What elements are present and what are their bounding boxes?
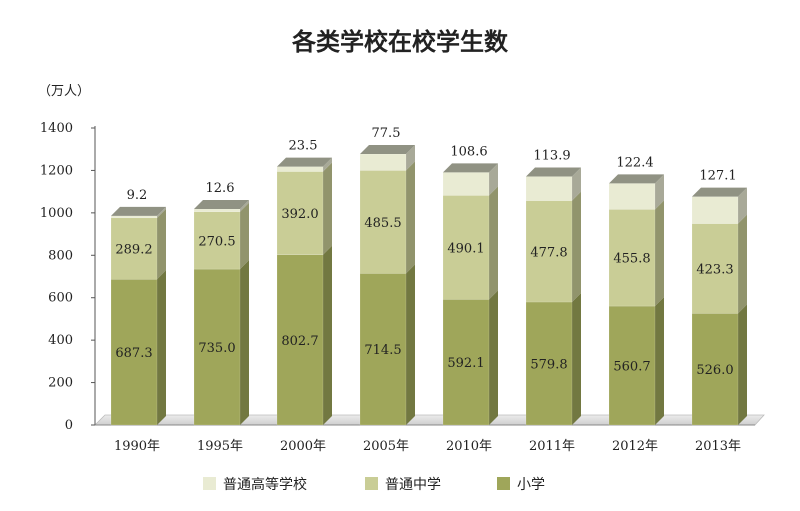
y-tick-label: 800 bbox=[48, 248, 73, 263]
bar-segment bbox=[442, 290, 498, 426]
y-tick-label: 1400 bbox=[40, 121, 73, 136]
y-tick-label: 200 bbox=[48, 376, 73, 391]
data-label: 270.5 bbox=[198, 234, 235, 249]
bar-segment bbox=[691, 187, 747, 224]
bar-segment bbox=[276, 162, 332, 255]
legend-swatch bbox=[365, 477, 378, 490]
bar-segment bbox=[442, 163, 498, 196]
data-label: 289.2 bbox=[115, 243, 152, 258]
data-label: 127.1 bbox=[699, 169, 736, 184]
legend-label: 普通高等学校 bbox=[223, 476, 307, 493]
y-tick-label: 400 bbox=[48, 333, 73, 348]
legend-swatch bbox=[203, 477, 216, 490]
bar-segment bbox=[110, 270, 166, 426]
y-tick-label: 1200 bbox=[40, 163, 73, 178]
data-label: 735.0 bbox=[198, 341, 235, 356]
bar-segment bbox=[608, 200, 664, 307]
x-tick-label: 2010年 bbox=[446, 439, 492, 454]
bar-segment bbox=[525, 191, 581, 303]
bar-segment bbox=[276, 245, 332, 426]
data-label: 77.5 bbox=[372, 126, 401, 141]
data-label: 526.0 bbox=[696, 363, 733, 378]
data-label: 113.9 bbox=[533, 148, 570, 163]
data-label: 490.1 bbox=[447, 241, 484, 256]
legend-swatch bbox=[497, 477, 510, 490]
chart-title: 各类学校在校学生数 bbox=[291, 27, 509, 56]
x-tick-label: 2005年 bbox=[363, 439, 409, 454]
data-label: 392.0 bbox=[281, 207, 318, 222]
data-label: 477.8 bbox=[530, 245, 567, 260]
bar-segment bbox=[193, 260, 249, 426]
y-tick-label: 600 bbox=[48, 291, 73, 306]
legend-label: 普通中学 bbox=[385, 477, 441, 493]
y-tick-label: 1000 bbox=[40, 206, 73, 221]
bar-segment bbox=[608, 174, 664, 210]
bar-segment bbox=[110, 208, 166, 280]
data-label: 122.4 bbox=[616, 155, 653, 170]
y-tick-label: 0 bbox=[65, 418, 73, 433]
x-tick-label: 2000年 bbox=[280, 439, 326, 454]
x-tick-label: 2011年 bbox=[529, 439, 575, 454]
bar-segment bbox=[193, 202, 249, 270]
data-label: 560.7 bbox=[613, 360, 650, 375]
data-label: 579.8 bbox=[530, 357, 567, 372]
data-label: 423.3 bbox=[696, 263, 733, 278]
data-label: 455.8 bbox=[613, 252, 650, 267]
data-label: 12.6 bbox=[206, 181, 235, 196]
legend-item: 普通高等学校 bbox=[203, 476, 307, 493]
x-tick-label: 2012年 bbox=[612, 439, 658, 454]
y-axis-label: （万人） bbox=[38, 84, 90, 99]
data-label: 23.5 bbox=[289, 139, 318, 154]
data-label: 9.2 bbox=[127, 188, 148, 203]
x-tick-label: 1995年 bbox=[197, 439, 243, 454]
bar-segment bbox=[276, 157, 332, 172]
x-tick-label: 2013年 bbox=[695, 439, 741, 454]
bar-segment bbox=[359, 144, 415, 171]
bar-segment bbox=[691, 304, 747, 426]
bar-segment bbox=[442, 186, 498, 300]
legend-label: 小学 bbox=[517, 477, 545, 493]
bar-segment bbox=[110, 206, 166, 219]
data-label: 485.5 bbox=[364, 216, 401, 231]
bar-segment bbox=[193, 200, 249, 212]
data-label: 108.6 bbox=[450, 144, 487, 159]
data-label: 802.7 bbox=[281, 334, 318, 349]
bar-segment bbox=[525, 167, 581, 201]
legend-item: 小学 bbox=[497, 477, 545, 493]
bar-segment bbox=[525, 292, 581, 426]
data-label: 592.1 bbox=[447, 356, 484, 371]
bar-segment bbox=[359, 264, 415, 426]
x-tick-label: 1990年 bbox=[114, 439, 160, 454]
data-label: 687.3 bbox=[115, 346, 152, 361]
bar-segment bbox=[359, 161, 415, 274]
bar-segment bbox=[608, 297, 664, 426]
data-label: 714.5 bbox=[364, 343, 401, 358]
legend-item: 普通中学 bbox=[365, 477, 441, 493]
bar-segment bbox=[691, 214, 747, 314]
